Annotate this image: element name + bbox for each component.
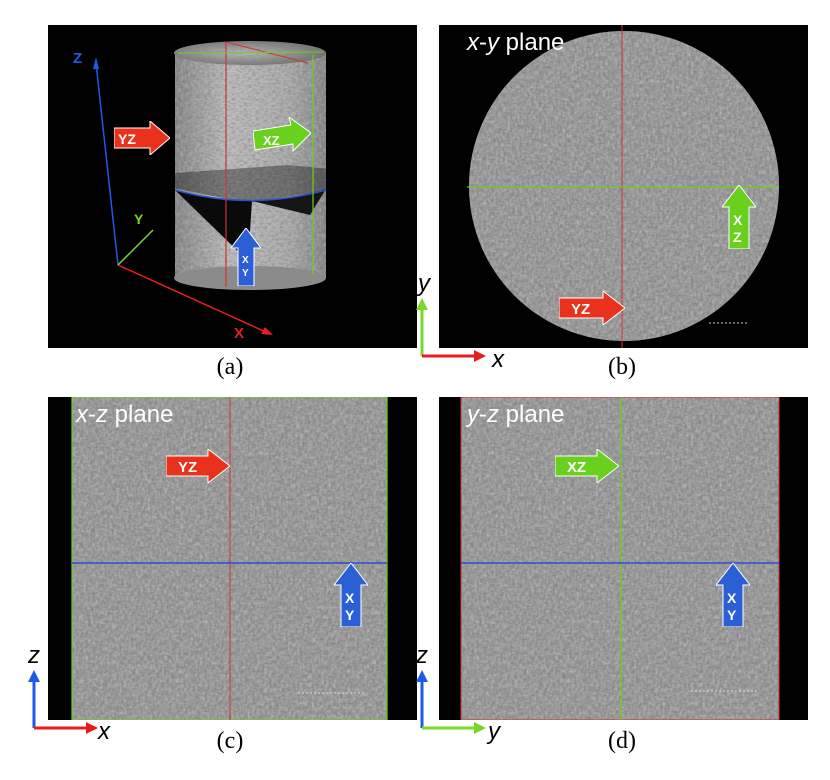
svg-text:YZ: YZ <box>178 459 197 476</box>
svg-text:XZ: XZ <box>567 459 586 476</box>
svg-text:Y: Y <box>727 607 737 623</box>
panel-c-xz-plane: x-z plane YZ X Y <box>48 397 417 720</box>
axis-z-label-d: z <box>416 642 428 669</box>
axis-x-label-c: x <box>98 718 110 745</box>
caption-d: (d) <box>608 728 636 754</box>
caption-b: (b) <box>608 354 636 380</box>
plane-label-xz: x-z plane <box>76 401 174 428</box>
axis-y-label-d: y <box>488 718 500 745</box>
xz-plane-arrow: X Z <box>722 185 756 249</box>
yz-plane-arrow: YZ <box>114 121 170 155</box>
xz-slice-image <box>71 397 388 720</box>
axis-z-label: Z <box>73 50 83 67</box>
panel-a-3d-cylinder: Z Y X YZ XZ X Y <box>48 25 417 348</box>
svg-text:X: X <box>242 255 249 266</box>
xy-plane-arrow: X Y <box>231 228 261 286</box>
plane-label-xy: x-y plane <box>467 29 565 56</box>
svg-text:XZ: XZ <box>263 133 280 148</box>
cylinder-render <box>93 41 413 335</box>
svg-text:X: X <box>727 590 737 606</box>
svg-text:Z: Z <box>733 229 742 245</box>
panel-b-xy-plane: x-y plane YZ X Z <box>439 25 808 348</box>
svg-text:Y: Y <box>242 268 249 279</box>
axis-y-label: Y <box>134 211 144 227</box>
svg-text:YZ: YZ <box>571 301 590 318</box>
svg-text:YZ: YZ <box>118 131 136 147</box>
yz-plane-arrow: YZ <box>166 449 230 483</box>
xy-plane-arrow: X Y <box>716 563 750 627</box>
axis-y-label-b: y <box>418 270 430 297</box>
axis-x-label-b: x <box>492 346 504 373</box>
svg-text:Y: Y <box>345 607 355 623</box>
caption-a: (a) <box>216 354 244 380</box>
xy-axis-indicator <box>416 298 486 362</box>
xy-plane-arrow: X Y <box>334 563 368 627</box>
xy-slice-image <box>467 25 779 348</box>
yz-plane-arrow: YZ <box>559 291 625 325</box>
yz-axis-indicator <box>416 670 486 734</box>
caption-c: (c) <box>216 728 244 754</box>
panel-d-yz-plane: y-z plane XZ X Y <box>439 397 808 720</box>
axis-x-label: X <box>234 325 245 342</box>
xz-plane-arrow: XZ <box>253 117 311 153</box>
svg-text:X: X <box>733 212 743 228</box>
svg-text:X: X <box>345 590 355 606</box>
xz-plane-arrow: XZ <box>555 449 619 483</box>
yz-slice-image <box>460 397 780 720</box>
plane-label-yz: y-z plane <box>467 401 565 428</box>
xz-axis-indicator <box>28 670 98 734</box>
axis-z-label-c: z <box>28 642 40 669</box>
